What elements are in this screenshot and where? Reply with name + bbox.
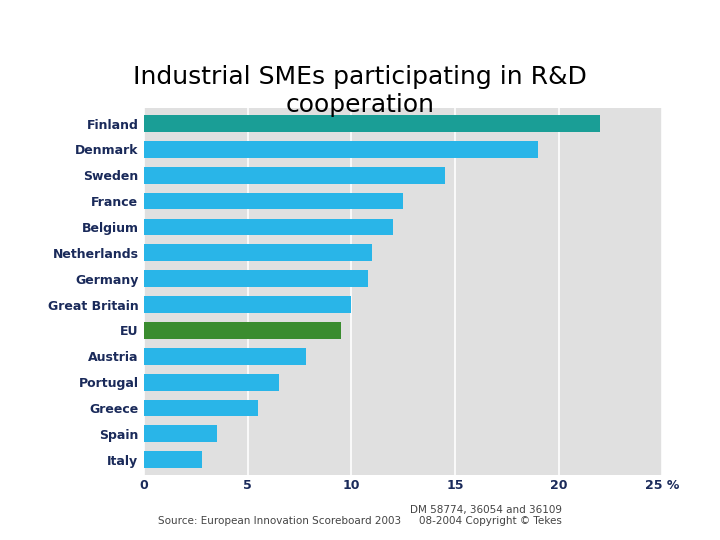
Text: Industrial SMEs participating in R&D
cooperation: Industrial SMEs participating in R&D coo… bbox=[133, 65, 587, 117]
Bar bbox=[144, 167, 445, 184]
Bar bbox=[144, 374, 279, 390]
Bar bbox=[144, 400, 258, 416]
Text: DM 58774, 36054 and 36109
08-2004 Copyright © Tekes: DM 58774, 36054 and 36109 08-2004 Copyri… bbox=[410, 505, 562, 526]
Bar bbox=[144, 115, 600, 132]
Bar bbox=[144, 141, 538, 158]
Bar bbox=[144, 245, 372, 261]
Bar bbox=[144, 426, 217, 442]
Bar bbox=[144, 219, 393, 235]
Bar bbox=[144, 193, 403, 210]
Text: Source: European Innovation Scoreboard 2003: Source: European Innovation Scoreboard 2… bbox=[158, 516, 402, 526]
Bar bbox=[144, 296, 351, 313]
Bar bbox=[144, 348, 306, 364]
Bar bbox=[144, 451, 202, 468]
Bar bbox=[144, 270, 368, 287]
Bar bbox=[144, 322, 341, 339]
